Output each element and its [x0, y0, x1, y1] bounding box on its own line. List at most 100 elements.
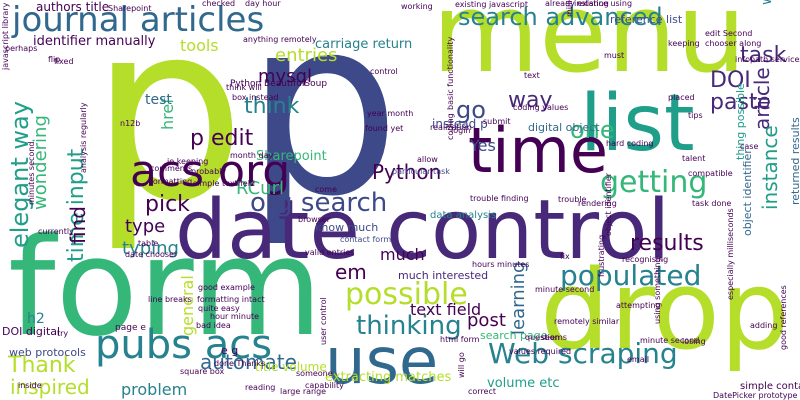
cloud-word: someone	[296, 369, 333, 378]
cloud-word: problem	[121, 380, 188, 399]
cloud-word: know much	[315, 221, 379, 234]
cloud-word: automate	[200, 350, 297, 374]
cloud-word: coding values	[513, 103, 569, 112]
cloud-word: web protocols	[9, 346, 86, 359]
cloud-word: date control	[175, 183, 671, 278]
cloud-word: probably	[191, 167, 227, 176]
cloud-word: much	[380, 245, 425, 264]
cloud-word: year month	[367, 109, 414, 118]
cloud-word: object identifier	[741, 149, 754, 236]
cloud-word: Sharepoint	[108, 4, 152, 13]
cloud-word: must	[604, 51, 625, 60]
cloud-word: one	[570, 116, 615, 144]
cloud-word: form	[8, 209, 323, 366]
cloud-word: much interested	[398, 269, 489, 282]
cloud-word: instead p	[432, 117, 488, 131]
cloud-word: search advanced	[458, 3, 663, 31]
cloud-word: capability	[305, 381, 344, 390]
cloud-word: particular task	[392, 167, 450, 176]
cloud-word: Sharepoint	[256, 149, 327, 164]
cloud-word: instance	[758, 125, 782, 210]
cloud-word: using something	[653, 257, 662, 324]
cloud-word: minute second	[640, 336, 700, 345]
cloud-word: good example	[198, 283, 255, 292]
cloud-word: extracting matches	[325, 370, 452, 385]
cloud-word: DOI digital	[2, 325, 61, 338]
cloud-word: authors title	[36, 0, 110, 14]
cloud-word: formatting	[150, 177, 193, 186]
cloud-word: especially milliseconds	[726, 208, 735, 300]
cloud-word: recognising	[622, 255, 669, 264]
cloud-word: line breaks	[148, 295, 192, 304]
cloud-word: pubs acs	[95, 322, 273, 368]
cloud-word: table	[138, 239, 159, 248]
cloud-word: comments	[150, 164, 193, 173]
cloud-word: journal articles	[12, 0, 265, 40]
cloud-word: simple textfield	[193, 179, 255, 188]
cloud-word: go	[456, 96, 486, 124]
cloud-word: p	[245, 0, 401, 250]
cloud-word: large range	[280, 387, 327, 396]
cloud-word: possible	[345, 277, 468, 312]
cloud-word: infopath services	[735, 55, 800, 64]
cloud-word: Python	[372, 160, 442, 184]
cloud-word: flip	[48, 55, 61, 64]
cloud-word: digital object	[528, 121, 600, 134]
cloud-word: mysql	[258, 66, 312, 87]
cloud-word: h2	[27, 311, 45, 327]
cloud-word: search page	[480, 329, 548, 342]
cloud-word: remotely similar	[554, 317, 620, 326]
cloud-word: p	[90, 0, 246, 255]
cloud-word: p edit	[190, 126, 254, 151]
cloud-word: Python BeautifulSoup	[230, 79, 328, 89]
cloud-word: find	[66, 206, 90, 244]
cloud-word: case	[740, 142, 759, 151]
cloud-word: think	[244, 94, 300, 119]
cloud-word: populated	[560, 259, 702, 292]
cloud-word: try	[57, 329, 69, 338]
cloud-word: paste	[710, 90, 772, 115]
cloud-word: title volume	[255, 360, 327, 374]
cloud-word: perhaps	[5, 44, 38, 53]
cloud-word: thinking	[356, 311, 462, 341]
cloud-word: hours minutes	[472, 260, 530, 269]
cloud-word: user control	[319, 297, 328, 345]
cloud-word: anything remotely	[243, 35, 317, 44]
cloud-word: Web scraping	[488, 337, 678, 370]
cloud-word: post	[467, 310, 506, 331]
cloud-word: inspired	[10, 375, 90, 399]
cloud-word: hard coding	[606, 139, 654, 148]
cloud-word: Yes	[470, 136, 496, 155]
cloud-word: object identifier	[604, 172, 613, 236]
cloud-word: menu	[432, 0, 747, 97]
cloud-word: drop	[540, 246, 790, 374]
cloud-word: trouble finding	[470, 194, 529, 203]
cloud-word: compatible	[688, 169, 733, 178]
cloud-word: box instead	[232, 93, 279, 102]
cloud-word: carriage return	[315, 37, 413, 52]
cloud-word: web	[759, 0, 775, 5]
cloud-word: attempting	[616, 301, 661, 310]
cloud-word: minute second	[535, 285, 595, 294]
cloud-word: keeping	[668, 39, 700, 48]
cloud-word: already existing	[545, 0, 609, 8]
cloud-word: bad idea	[196, 321, 231, 330]
cloud-word: good references	[779, 285, 788, 350]
cloud-word: fix	[560, 252, 570, 261]
cloud-word: control	[370, 67, 398, 76]
cloud-word: inside	[18, 381, 42, 390]
cloud-word: question	[525, 333, 560, 342]
cloud-word: tools	[180, 36, 219, 55]
cloud-word: n12b	[120, 119, 141, 128]
cloud-word: returned results	[789, 117, 800, 205]
cloud-word: login	[451, 126, 471, 135]
cloud-word: javascript library	[1, 2, 10, 70]
cloud-word: data analysis	[430, 210, 497, 221]
cloud-word: done Thanks	[214, 359, 266, 368]
cloud-word: task	[740, 43, 787, 68]
cloud-word: frustrating	[597, 234, 606, 277]
cloud-word: day hour	[245, 0, 281, 8]
cloud-word: org search	[250, 188, 388, 218]
cloud-word: text	[524, 71, 540, 80]
cloud-word: use	[325, 325, 439, 399]
